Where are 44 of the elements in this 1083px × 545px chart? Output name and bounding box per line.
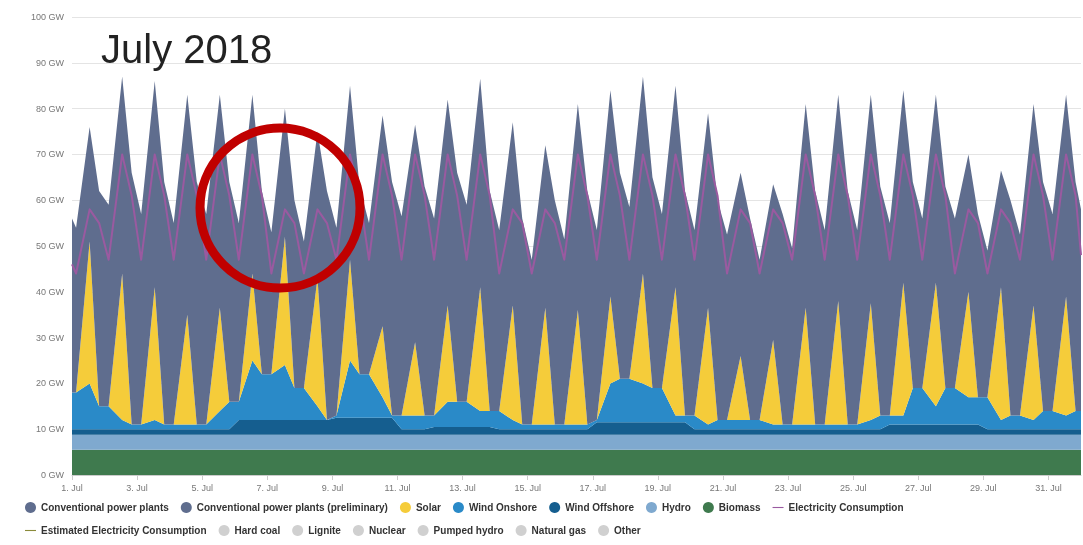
x-tick-label: 17. Jul [579,482,607,493]
y-tick-label: 50 GW [35,241,65,251]
legend-label: Hard coal [234,525,281,536]
x-tick-label: 19. Jul [644,482,672,493]
y-tick-label: 20 GW [35,378,65,389]
legend-label: Natural gas [531,525,587,536]
y-tick-label: 70 GW [35,149,65,160]
x-tick-label: 21. Jul [709,482,737,493]
y-tick-label: 60 GW [35,195,65,206]
y-tick-label: 80 GW [35,103,65,114]
legend-label: Biomass [718,502,761,513]
legend-label: Hydro [661,502,691,513]
legend-label: Nuclear [368,525,406,536]
legend-label: Other [614,525,641,536]
line-series [71,153,1082,275]
y-tick-label: 10 GW [35,424,65,435]
y-tick-label: 40 GW [35,286,65,297]
y-tick-label: 90 GW [35,57,65,68]
legend-label: Solar [415,502,442,513]
legend-label: Estimated Electricity Consumption [41,525,207,536]
x-tick-label: 23. Jul [774,482,802,493]
x-tick-label: 5. Jul [191,482,213,493]
chart-title: July 2018 [101,27,273,71]
x-tick-label: 27. Jul [904,482,932,493]
legend-label: Electricity Consumption [788,502,904,513]
legend-label: Wind Onshore [468,502,538,513]
x-tick-label: 25. Jul [839,482,867,493]
y-tick-label: 30 GW [35,332,65,343]
x-tick-label: 3. Jul [126,482,148,493]
y-tick-label: 0 GW [40,470,65,480]
x-tick-label: 11. Jul [384,482,411,493]
legend-label: Wind Offshore [565,502,635,513]
x-tick-label: 1. Jul [61,482,83,493]
legend-label: Pumped hydro [433,525,504,536]
x-tick-label: 15. Jul [514,482,541,493]
x-tick-label: 31. Jul [1035,482,1062,493]
x-tick-label: 7. Jul [256,482,279,493]
x-tick-label: 9. Jul [321,482,344,493]
x-tick-label: 29. Jul [970,482,997,493]
legend-label: Lignite [308,525,342,536]
legend-label: Conventional power plants [41,502,170,513]
x-tick-label: 13. Jul [449,482,476,493]
legend-label: Conventional power plants (preliminary) [196,502,388,513]
y-tick-label: 100 GW [30,12,65,22]
